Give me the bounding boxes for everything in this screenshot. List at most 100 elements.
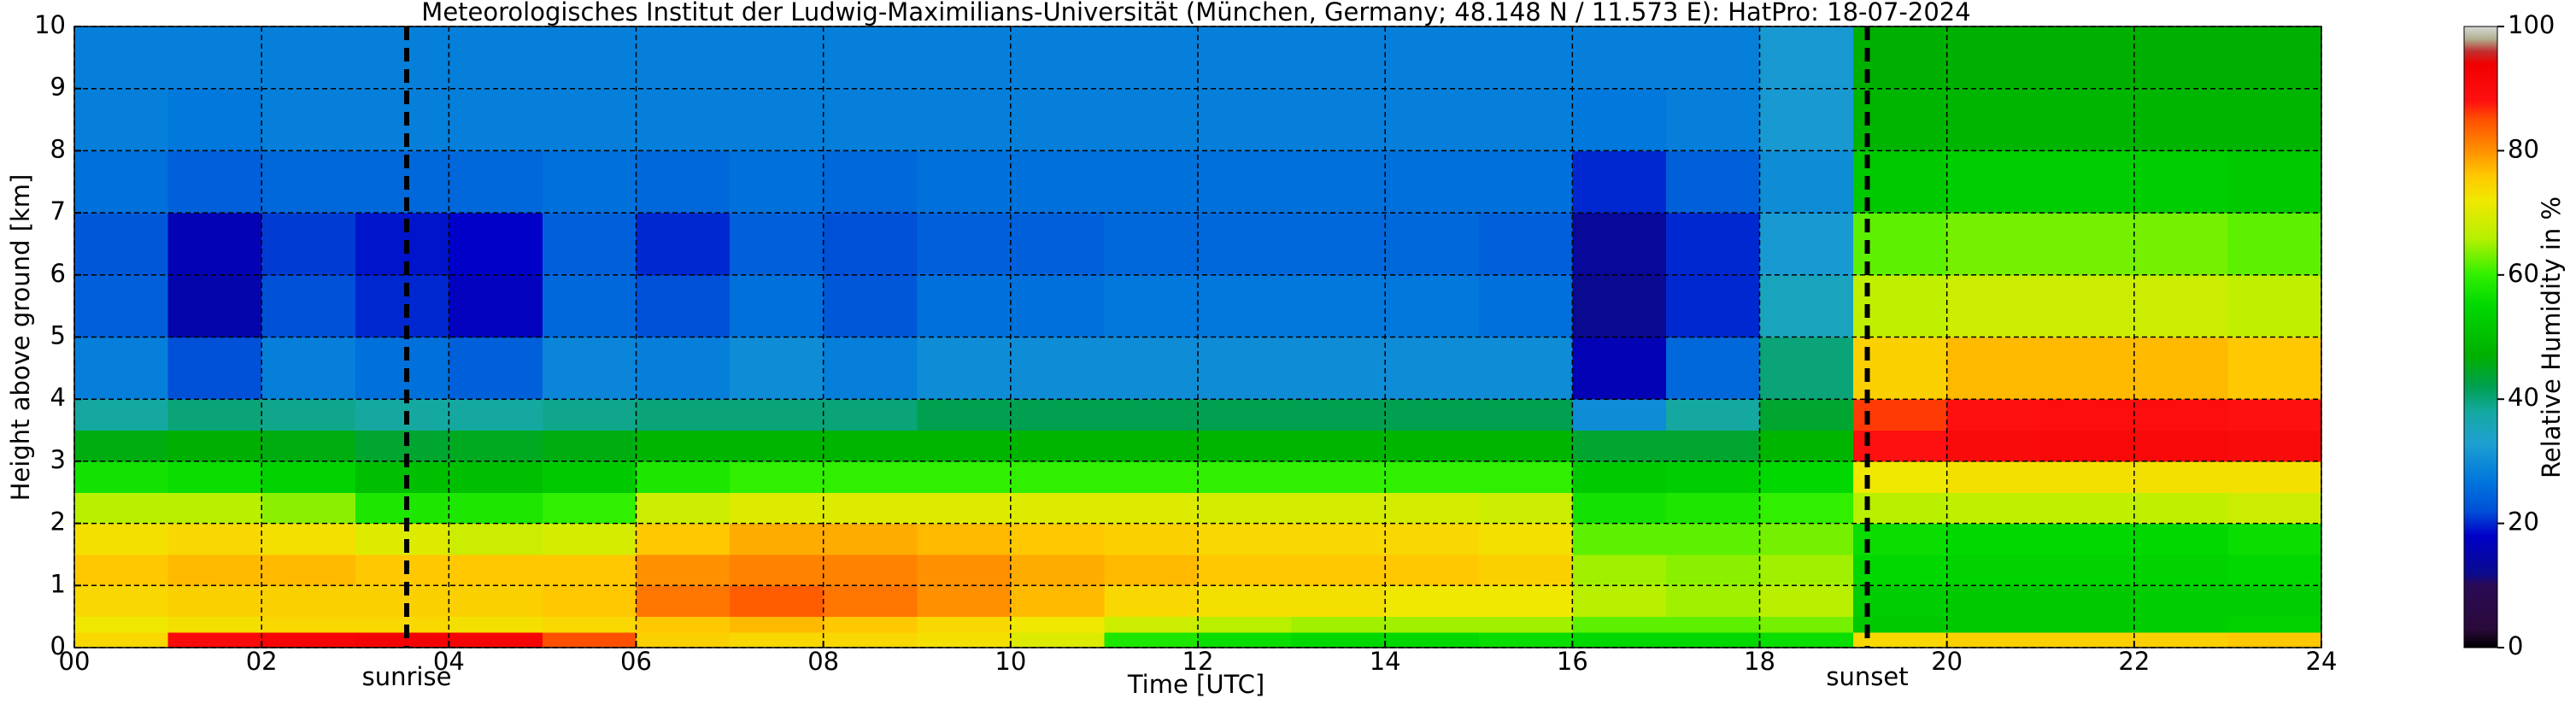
heatmap-cell	[917, 399, 1012, 431]
heatmap-cell	[730, 337, 824, 400]
y-tick-label: 3	[50, 445, 66, 474]
colorbar-tick-label: 60	[2508, 259, 2539, 288]
heatmap-cell	[355, 399, 449, 431]
colorbar-tick-label: 100	[2508, 10, 2555, 39]
heatmap-cell	[542, 631, 637, 648]
heatmap-cell	[449, 399, 543, 431]
heatmap-cell	[1946, 492, 2041, 525]
heatmap-cell	[1759, 631, 1854, 648]
heatmap-cell	[636, 274, 731, 337]
heatmap-cell	[2227, 274, 2322, 337]
heatmap-cell	[261, 88, 356, 151]
heatmap-cell	[636, 554, 731, 586]
heatmap-cell	[2133, 461, 2228, 493]
heatmap-cell	[2227, 88, 2322, 151]
heatmap-cell	[1198, 337, 1293, 400]
heatmap-cell	[1665, 585, 1760, 618]
heatmap-cell	[636, 150, 731, 214]
heatmap-cell	[730, 274, 824, 337]
heatmap-cell	[1198, 616, 1293, 633]
heatmap-cell	[1198, 461, 1293, 493]
heatmap-cell	[74, 461, 169, 493]
heatmap-cell	[1291, 631, 1386, 648]
heatmap-cell	[1759, 213, 1854, 276]
heatmap-cell	[2040, 88, 2135, 151]
heatmap-cell	[355, 213, 449, 276]
heatmap-cell	[823, 523, 918, 555]
heatmap-cell	[167, 492, 262, 525]
heatmap-cell	[823, 150, 918, 214]
heatmap-cell	[1385, 399, 1480, 431]
heatmap-cell	[1385, 274, 1480, 337]
heatmap-cell	[2040, 631, 2135, 648]
y-axis-label: Height above ground [km]	[6, 174, 35, 502]
heatmap-cell	[1104, 461, 1199, 493]
heatmap-cell	[1010, 554, 1105, 586]
heatmap-cell	[1759, 492, 1854, 525]
heatmap-cell	[1198, 274, 1293, 337]
heatmap-cell	[355, 523, 449, 555]
heatmap-cell	[823, 631, 918, 648]
heatmap-cell	[1104, 492, 1199, 525]
heatmap-cell	[542, 585, 637, 618]
y-tick-label: 0	[50, 631, 66, 660]
heatmap-cell	[1572, 150, 1667, 214]
heatmap-cell	[1759, 26, 1854, 90]
heatmap-cell	[2040, 213, 2135, 276]
x-tick-label: 16	[1557, 647, 1588, 676]
heatmap-cell	[730, 150, 824, 214]
heatmap-cell	[636, 616, 731, 633]
colorbar-tick-label: 40	[2508, 383, 2539, 412]
heatmap-cell	[1291, 337, 1386, 400]
heatmap-cell	[261, 399, 356, 431]
heatmap-cell	[917, 616, 1012, 633]
heatmap-cell	[449, 554, 543, 586]
heatmap-cell	[2227, 631, 2322, 648]
heatmap-cell	[1104, 554, 1199, 586]
heatmap	[74, 26, 2322, 648]
heatmap-cell	[1385, 554, 1480, 586]
heatmap-cell	[2133, 399, 2228, 431]
heatmap-cell	[1478, 523, 1573, 555]
heatmap-cell	[1198, 150, 1293, 214]
heatmap-cell	[1385, 616, 1480, 633]
heatmap-cell	[261, 150, 356, 214]
heatmap-cell	[1291, 430, 1386, 462]
heatmap-cell	[2227, 523, 2322, 555]
heatmap-cell	[1665, 26, 1760, 90]
heatmap-cell	[355, 631, 449, 648]
heatmap-cell	[1665, 631, 1760, 648]
x-tick-label: 14	[1370, 647, 1401, 676]
heatmap-cell	[74, 492, 169, 525]
heatmap-cell	[917, 554, 1012, 586]
heatmap-cell	[449, 337, 543, 400]
heatmap-cell	[542, 523, 637, 555]
heatmap-cell	[823, 213, 918, 276]
heatmap-cell	[823, 337, 918, 400]
heatmap-cell	[1104, 631, 1199, 648]
heatmap-cell	[636, 523, 731, 555]
heatmap-cell	[730, 213, 824, 276]
heatmap-cell	[1478, 616, 1573, 633]
heatmap-cell	[167, 616, 262, 633]
heatmap-cell	[74, 523, 169, 555]
heatmap-cell	[1946, 213, 2041, 276]
heatmap-cell	[167, 26, 262, 90]
heatmap-cell	[2133, 274, 2228, 337]
heatmap-cell	[1572, 399, 1667, 431]
x-tick-label: 04	[433, 647, 465, 676]
heatmap-cell	[1759, 150, 1854, 214]
heatmap-cell	[730, 461, 824, 493]
heatmap-cell	[449, 88, 543, 151]
heatmap-cell	[1198, 88, 1293, 151]
heatmap-cell	[74, 88, 169, 151]
heatmap-cell	[1104, 337, 1199, 400]
heatmap-cell	[1572, 88, 1667, 151]
y-tick-label: 4	[50, 383, 66, 412]
heatmap-cell	[1478, 26, 1573, 90]
heatmap-cell	[636, 399, 731, 431]
heatmap-cell	[74, 631, 169, 648]
heatmap-cell	[355, 492, 449, 525]
x-tick-label: 10	[995, 647, 1026, 676]
heatmap-cell	[1385, 26, 1480, 90]
